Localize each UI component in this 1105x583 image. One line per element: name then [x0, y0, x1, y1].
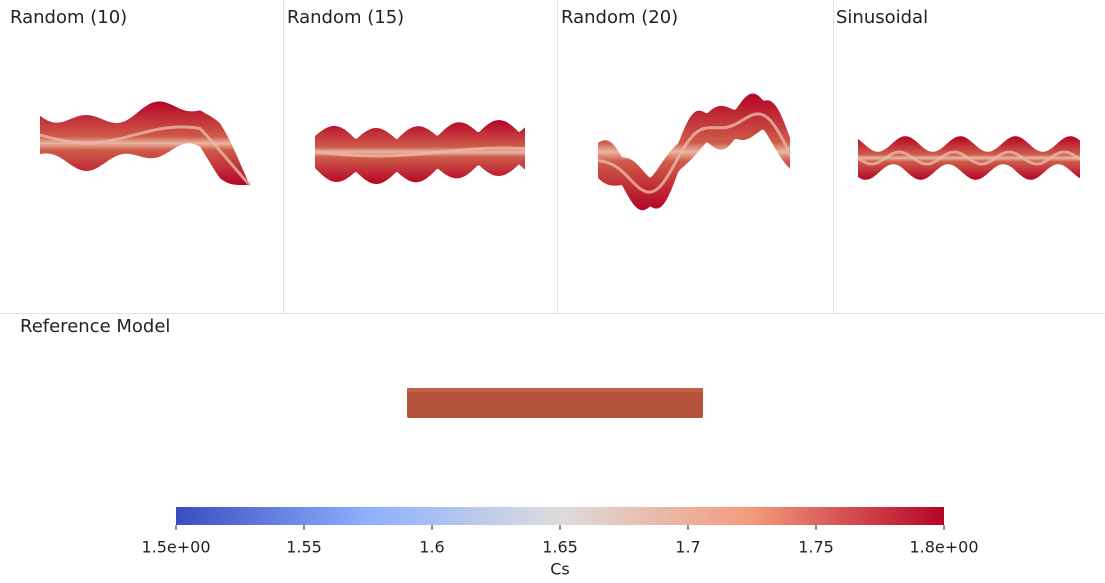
- colorbar: [176, 507, 944, 525]
- colorbar-label: Cs: [550, 560, 570, 579]
- colorbar-tick-label: 1.5e+00: [141, 538, 210, 557]
- colorbar-tick-label: 1.6: [419, 538, 444, 557]
- panel-title: Random (10): [10, 7, 127, 28]
- panel-title: Random (20): [561, 7, 678, 28]
- colorbar-tick-label: 1.8e+00: [909, 538, 978, 557]
- ribbon: [598, 94, 790, 211]
- panel-title: Sinusoidal: [836, 7, 928, 28]
- colorbar-tick-label: 1.7: [675, 538, 700, 557]
- colorbar-tick-label: 1.55: [286, 538, 322, 557]
- figure: Random (10) Random (15) Random (20) Sinu…: [0, 0, 1105, 583]
- panel-title: Random (15): [287, 7, 404, 28]
- colorbar-tick-label: 1.65: [542, 538, 578, 557]
- ribbon: [315, 120, 525, 184]
- reference-model: [407, 388, 703, 418]
- colorbar-tick-label: 1.75: [798, 538, 834, 557]
- reference-title: Reference Model: [20, 316, 170, 337]
- reference-highlight: [407, 388, 703, 392]
